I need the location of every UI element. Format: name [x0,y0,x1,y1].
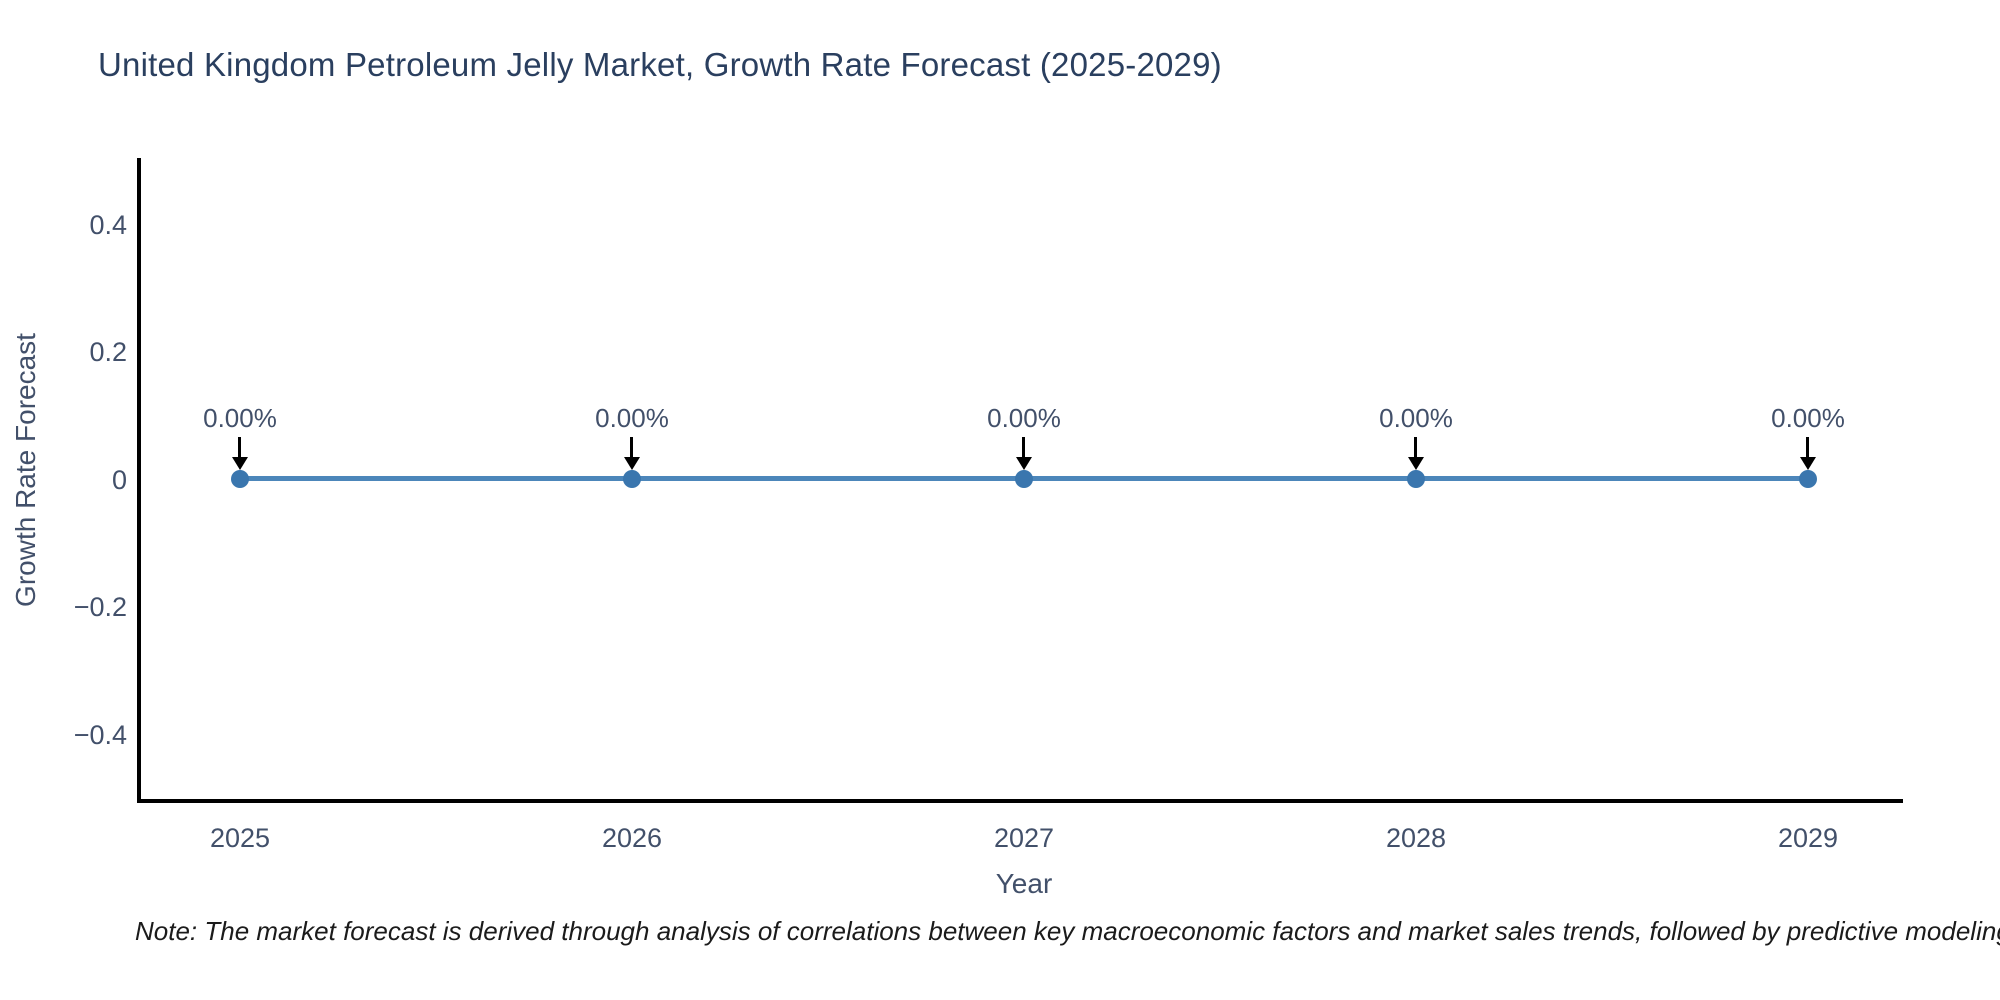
point-annotation: 0.00% [987,403,1061,433]
annotation-arrow [238,437,241,458]
annotation-arrowhead-icon [624,457,640,470]
point-annotation: 0.00% [595,403,669,433]
y-tick-label: −0.2 [73,592,127,622]
footnote: Note: The market forecast is derived thr… [135,916,2000,946]
x-tick-label: 2027 [993,823,1055,853]
annotation-arrowhead-icon [1800,457,1816,470]
annotation-arrow [630,437,633,458]
data-point-2026[interactable] [623,470,641,488]
annotation-arrow [1806,437,1809,458]
annotation-arrowhead-icon [1016,457,1032,470]
chart-title: United Kingdom Petroleum Jelly Market, G… [98,46,1222,83]
y-tick-label: 0.2 [89,337,127,367]
x-axis-title: Year [995,868,1053,899]
data-point-2028[interactable] [1407,470,1425,488]
y-tick-label: 0.4 [89,210,127,240]
x-tick-label: 2029 [1777,823,1839,853]
data-point-2027[interactable] [1015,470,1033,488]
y-tick-label: 0 [111,465,127,495]
annotation-arrow [1022,437,1025,458]
y-tick-label: −0.4 [73,720,127,750]
y-axis-line [137,158,141,803]
x-tick-label: 2026 [601,823,663,853]
x-tick-label: 2025 [209,823,271,853]
point-annotation: 0.00% [1771,403,1845,433]
point-annotation: 0.00% [203,403,277,433]
point-annotation: 0.00% [1379,403,1453,433]
x-axis-line [137,799,1903,803]
annotation-arrowhead-icon [232,457,248,470]
annotation-arrowhead-icon [1408,457,1424,470]
data-point-2025[interactable] [231,470,249,488]
annotation-arrow [1414,437,1417,458]
x-tick-label: 2028 [1385,823,1447,853]
data-point-2029[interactable] [1799,470,1817,488]
